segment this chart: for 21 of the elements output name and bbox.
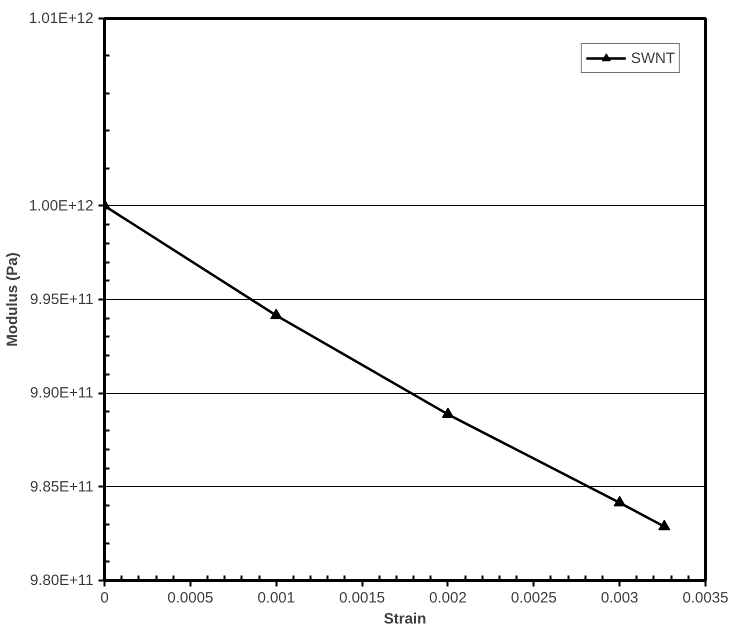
- point: [442, 407, 454, 418]
- x-tick-label: 0.0015: [339, 590, 386, 606]
- point: [270, 308, 282, 320]
- point: [614, 496, 626, 506]
- x-tick-label: 0.0025: [510, 590, 557, 606]
- x-axis-title: Strain: [384, 610, 426, 628]
- y-tick-label: 9.85E+11: [30, 478, 94, 496]
- x-tick-label: 0.002: [429, 590, 467, 606]
- y-tick-label: 1.00E+12: [28, 197, 94, 214]
- point: [658, 520, 670, 530]
- x-tick-label: 0.0005: [167, 590, 214, 606]
- x-tick-label: 0.003: [600, 590, 638, 606]
- y-axis-title: Modulus (Pa): [4, 252, 21, 347]
- x-tick-label: 0: [100, 590, 109, 606]
- y-tick-label: 9.80E+11: [30, 572, 94, 589]
- x-tick-label: 0.0035: [682, 590, 728, 606]
- x-tick-label: 0.001: [257, 590, 295, 606]
- y-tick-label: 1.01E+12: [28, 10, 94, 27]
- y-tick-label: 9.90E+11: [30, 384, 94, 402]
- y-tick-label: 9.95E+11: [30, 291, 94, 308]
- legend-label: SWNT: [630, 50, 675, 66]
